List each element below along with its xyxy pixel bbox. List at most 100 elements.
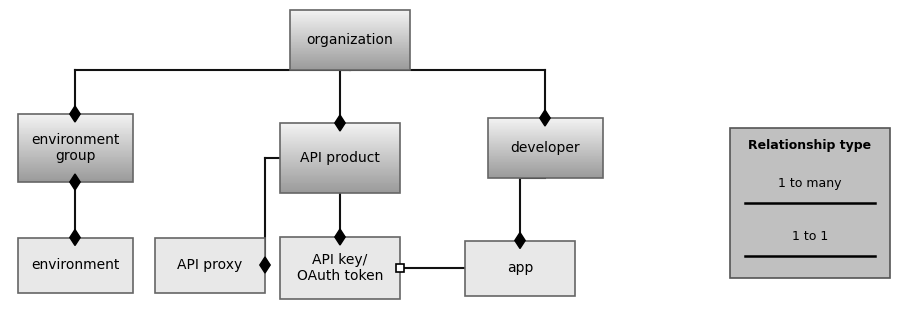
Bar <box>290 49 410 50</box>
Bar <box>17 159 133 160</box>
Bar <box>290 19 410 20</box>
Bar <box>487 132 603 133</box>
Bar <box>290 62 410 63</box>
Bar <box>17 178 133 179</box>
Bar <box>487 148 603 149</box>
Bar <box>487 176 603 177</box>
Bar <box>17 148 133 149</box>
Bar <box>17 162 133 163</box>
Bar <box>280 152 400 153</box>
Bar <box>290 23 410 24</box>
Bar <box>280 179 400 180</box>
Text: 1 to 1: 1 to 1 <box>792 229 828 242</box>
Bar <box>280 185 400 186</box>
Bar <box>487 170 603 171</box>
Bar <box>465 240 575 296</box>
Bar <box>280 143 400 144</box>
Bar <box>290 67 410 68</box>
Bar <box>17 154 133 155</box>
Bar <box>487 153 603 154</box>
Bar <box>17 147 133 148</box>
Bar <box>487 169 603 170</box>
Bar <box>280 163 400 164</box>
Bar <box>280 190 400 191</box>
Bar <box>280 150 400 151</box>
Bar <box>17 180 133 181</box>
Bar <box>290 39 410 40</box>
Bar <box>17 165 133 166</box>
Bar <box>280 181 400 182</box>
Bar <box>290 46 410 47</box>
Bar <box>487 147 603 148</box>
Bar <box>290 58 410 59</box>
Bar <box>17 158 133 159</box>
Bar <box>290 65 410 66</box>
Bar <box>280 170 400 171</box>
Bar <box>17 142 133 143</box>
Bar <box>17 153 133 154</box>
Bar <box>487 163 603 164</box>
Bar <box>280 137 400 138</box>
Bar <box>487 175 603 176</box>
Bar <box>280 178 400 179</box>
Text: Relationship type: Relationship type <box>748 140 872 153</box>
Bar <box>487 157 603 158</box>
Bar <box>487 129 603 130</box>
Bar <box>280 161 400 162</box>
Bar <box>280 144 400 145</box>
Bar <box>290 48 410 49</box>
Bar <box>487 172 603 173</box>
Bar <box>280 126 400 127</box>
Polygon shape <box>260 257 270 273</box>
Bar <box>290 59 410 60</box>
Text: API product: API product <box>300 151 380 165</box>
Bar <box>290 18 410 19</box>
Bar <box>730 128 890 278</box>
Bar <box>280 165 400 166</box>
Bar <box>280 191 400 192</box>
Bar <box>487 118 603 119</box>
Bar <box>290 51 410 52</box>
Bar <box>487 160 603 161</box>
Bar <box>17 119 133 120</box>
Bar <box>290 36 410 37</box>
Bar <box>17 138 133 139</box>
Bar <box>487 174 603 175</box>
Bar <box>280 166 400 167</box>
Bar <box>290 25 410 26</box>
Bar <box>487 128 603 129</box>
Bar <box>280 129 400 130</box>
Bar <box>487 130 603 131</box>
Bar <box>487 158 603 159</box>
Bar <box>280 127 400 128</box>
Bar <box>17 122 133 123</box>
Bar <box>290 45 410 46</box>
Bar <box>290 37 410 38</box>
Bar <box>17 127 133 128</box>
Bar <box>487 150 603 151</box>
Bar <box>17 181 133 182</box>
Bar <box>17 179 133 180</box>
Bar <box>487 121 603 122</box>
Bar <box>290 13 410 14</box>
Bar <box>17 172 133 173</box>
Bar <box>487 164 603 165</box>
Bar <box>290 42 410 43</box>
Bar <box>17 149 133 150</box>
Bar <box>17 144 133 145</box>
Bar <box>487 171 603 172</box>
Bar <box>280 146 400 147</box>
Text: app: app <box>507 261 534 275</box>
Bar <box>17 141 133 142</box>
Bar <box>487 146 603 147</box>
Bar <box>280 167 400 168</box>
Bar <box>290 20 410 21</box>
Bar <box>17 175 133 176</box>
Bar <box>487 126 603 127</box>
Bar <box>17 128 133 129</box>
Bar <box>17 140 133 141</box>
Bar <box>280 138 400 139</box>
Bar <box>280 159 400 160</box>
Bar <box>280 177 400 178</box>
Bar <box>17 125 133 126</box>
